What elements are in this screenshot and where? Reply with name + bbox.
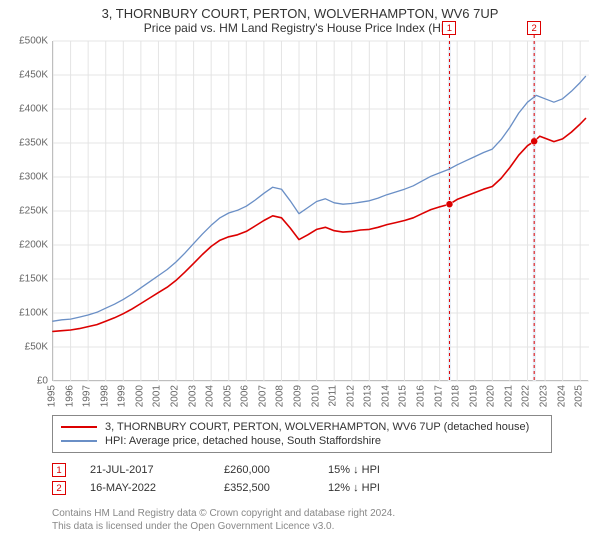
sale-index: 2	[52, 481, 66, 495]
sale-marker: 2	[527, 21, 541, 35]
chart: £0£50K£100K£150K£200K£250K£300K£350K£400…	[8, 41, 592, 411]
x-tick-label: 2007	[257, 385, 268, 407]
x-tick-label: 2002	[170, 385, 181, 407]
x-tick-label: 1996	[64, 385, 75, 407]
y-tick-label: £50K	[25, 342, 48, 353]
x-tick-label: 2014	[380, 385, 391, 407]
x-tick-label: 2010	[310, 385, 321, 407]
x-tick-label: 2016	[416, 385, 427, 407]
x-tick-label: 2019	[468, 385, 479, 407]
sale-price: £352,500	[224, 482, 304, 494]
plot-area: 12	[52, 41, 588, 381]
x-tick-label: 2000	[134, 385, 145, 407]
footer-line: Contains HM Land Registry data © Crown c…	[52, 507, 592, 520]
x-tick-label: 2003	[187, 385, 198, 407]
x-tick-label: 2006	[240, 385, 251, 407]
x-tick-label: 2025	[574, 385, 585, 407]
sale-date: 16-MAY-2022	[90, 482, 200, 494]
y-tick-label: £100K	[19, 308, 48, 319]
y-tick-label: £400K	[19, 104, 48, 115]
legend-label: HPI: Average price, detached house, Sout…	[105, 435, 381, 447]
y-axis-labels: £0£50K£100K£150K£200K£250K£300K£350K£400…	[8, 41, 52, 381]
y-tick-label: £500K	[19, 36, 48, 47]
plot-svg	[53, 41, 589, 381]
x-tick-label: 1998	[99, 385, 110, 407]
legend-swatch	[61, 426, 97, 428]
legend-item: 3, THORNBURY COURT, PERTON, WOLVERHAMPTO…	[61, 420, 543, 434]
x-tick-label: 2004	[205, 385, 216, 407]
y-tick-label: £200K	[19, 240, 48, 251]
x-tick-label: 2001	[152, 385, 163, 407]
y-tick-label: £350K	[19, 138, 48, 149]
legend-swatch	[61, 440, 97, 442]
sale-delta: 12% ↓ HPI	[328, 482, 418, 494]
x-tick-label: 2013	[363, 385, 374, 407]
y-tick-label: £150K	[19, 274, 48, 285]
legend-item: HPI: Average price, detached house, Sout…	[61, 434, 543, 448]
footer-line: This data is licensed under the Open Gov…	[52, 520, 592, 533]
x-tick-label: 1999	[117, 385, 128, 407]
page-title: 3, THORNBURY COURT, PERTON, WOLVERHAMPTO…	[8, 6, 592, 21]
x-tick-label: 2022	[521, 385, 532, 407]
y-tick-label: £250K	[19, 206, 48, 217]
y-tick-label: £300K	[19, 172, 48, 183]
sale-marker: 1	[442, 21, 456, 35]
sale-index: 1	[52, 463, 66, 477]
sale-row: 2 16-MAY-2022 £352,500 12% ↓ HPI	[52, 479, 592, 497]
x-tick-label: 2024	[556, 385, 567, 407]
x-tick-label: 2017	[433, 385, 444, 407]
x-tick-label: 1997	[82, 385, 93, 407]
sales-table: 1 21-JUL-2017 £260,000 15% ↓ HPI 2 16-MAY-202…	[52, 461, 592, 497]
x-tick-label: 2011	[328, 385, 339, 407]
x-tick-label: 2020	[486, 385, 497, 407]
sale-price: £260,000	[224, 464, 304, 476]
page-subtitle: Price paid vs. HM Land Registry's House …	[8, 21, 592, 35]
sale-row: 1 21-JUL-2017 £260,000 15% ↓ HPI	[52, 461, 592, 479]
x-tick-label: 2009	[293, 385, 304, 407]
sale-date: 21-JUL-2017	[90, 464, 200, 476]
x-tick-label: 2012	[345, 385, 356, 407]
x-tick-label: 1995	[47, 385, 58, 407]
footer: Contains HM Land Registry data © Crown c…	[52, 507, 592, 533]
x-tick-label: 2015	[398, 385, 409, 407]
x-tick-label: 2008	[275, 385, 286, 407]
sale-delta: 15% ↓ HPI	[328, 464, 418, 476]
x-tick-label: 2005	[222, 385, 233, 407]
y-tick-label: £450K	[19, 70, 48, 81]
x-tick-label: 2018	[451, 385, 462, 407]
x-axis-labels: 1995199619971998199920002001200220032004…	[52, 381, 588, 411]
x-tick-label: 2023	[539, 385, 550, 407]
x-tick-label: 2021	[503, 385, 514, 407]
legend-label: 3, THORNBURY COURT, PERTON, WOLVERHAMPTO…	[105, 421, 529, 433]
legend: 3, THORNBURY COURT, PERTON, WOLVERHAMPTO…	[52, 415, 552, 453]
